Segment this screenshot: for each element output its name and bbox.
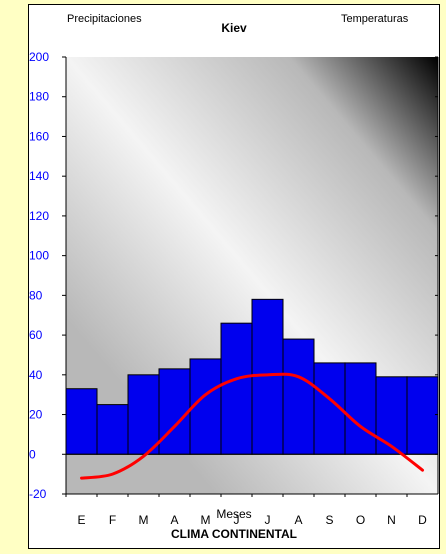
month-label: A	[170, 513, 178, 527]
precip-bar-4	[189, 358, 222, 455]
month-label: J	[265, 513, 271, 527]
month-label: A	[294, 513, 302, 527]
left-tick-label: 40	[29, 368, 43, 382]
left-tick-label: 0	[29, 447, 36, 461]
month-label: M	[139, 513, 149, 527]
left-tick-label: 200	[29, 50, 49, 64]
month-label: O	[356, 513, 365, 527]
left-tick-label: 60	[29, 328, 43, 342]
chart-caption: CLIMA CONTINENTAL	[171, 527, 297, 541]
month-label: N	[387, 513, 396, 527]
chart-frame: Precipitaciones Temperaturas Kiev -20 0 20…	[28, 4, 440, 549]
month-label: F	[109, 513, 116, 527]
precip-bar-2	[127, 374, 160, 455]
precip-bar-5	[220, 322, 253, 455]
left-tick-label: 140	[29, 169, 49, 183]
precip-bar-3	[158, 368, 191, 455]
left-tick-label: 180	[29, 90, 49, 104]
month-label: E	[77, 513, 85, 527]
precip-bar-1	[96, 404, 129, 455]
left-tick-label: 80	[29, 288, 43, 302]
left-tick-label: 160	[29, 129, 49, 143]
temperature-line	[80, 372, 424, 480]
left-tick-label: 100	[29, 249, 49, 263]
precip-bar-9	[344, 362, 377, 455]
precip-bar-0	[65, 388, 98, 455]
left-tick-label: -20	[29, 487, 47, 501]
right-axis-heading: Temperaturas	[341, 13, 409, 25]
precip-bar-7	[282, 338, 315, 455]
month-label: S	[325, 513, 333, 527]
x-axis-label: Meses	[216, 507, 252, 521]
left-tick-label: 120	[29, 209, 49, 223]
precip-bar-11	[406, 376, 439, 455]
month-label: M	[201, 513, 211, 527]
precip-bar-10	[375, 376, 408, 455]
left-tick-label: 20	[29, 408, 43, 422]
month-label: J	[234, 513, 240, 527]
left-axis-heading: Precipitaciones	[67, 13, 142, 25]
chart-title: Kiev	[221, 21, 247, 35]
month-label: D	[418, 513, 427, 527]
